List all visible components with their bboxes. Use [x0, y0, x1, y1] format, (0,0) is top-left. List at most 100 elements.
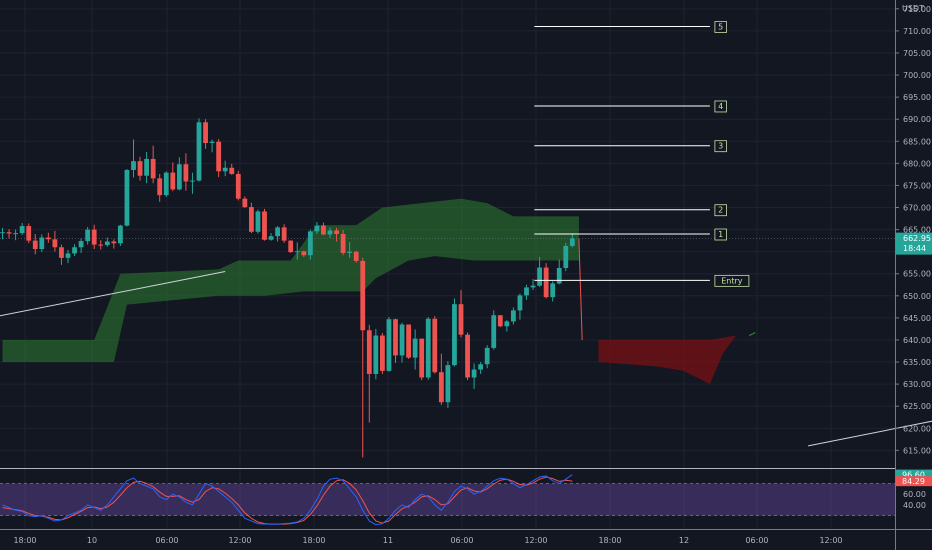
candle[interactable]	[59, 244, 64, 265]
candle[interactable]	[399, 322, 405, 363]
candle[interactable]	[360, 257, 366, 458]
candle[interactable]	[163, 171, 169, 197]
candle[interactable]	[393, 318, 398, 363]
candle[interactable]	[478, 362, 484, 374]
target-5[interactable]: 5	[534, 21, 727, 33]
target-1[interactable]: 1	[534, 228, 727, 241]
candle[interactable]	[484, 345, 490, 369]
candle[interactable]	[504, 320, 510, 332]
candle[interactable]	[334, 227, 339, 242]
candle[interactable]	[78, 238, 84, 253]
candle[interactable]	[45, 232, 51, 243]
candle[interactable]	[262, 208, 267, 241]
trendline[interactable]	[0, 271, 226, 318]
candle[interactable]	[157, 173, 163, 202]
candle[interactable]	[458, 290, 464, 338]
candle[interactable]	[26, 223, 32, 244]
candle[interactable]	[380, 332, 385, 374]
target-3[interactable]: 3	[534, 140, 727, 153]
candle[interactable]	[150, 145, 156, 184]
candle[interactable]	[347, 241, 353, 258]
candle[interactable]	[209, 139, 215, 153]
candle[interactable]	[13, 229, 18, 241]
candle[interactable]	[222, 160, 228, 177]
candle[interactable]	[314, 222, 320, 234]
candle[interactable]	[301, 250, 307, 257]
candle[interactable]	[196, 118, 202, 182]
candle[interactable]	[419, 338, 425, 381]
candle[interactable]	[249, 202, 254, 234]
target-lines[interactable]: Entry 1 2 3 4 5	[534, 21, 750, 287]
target-2[interactable]: 2	[534, 204, 727, 217]
last-price-badge[interactable]	[896, 232, 932, 255]
candle[interactable]	[72, 244, 77, 257]
candle[interactable]	[65, 249, 71, 264]
target-4[interactable]: 4	[534, 100, 727, 113]
candle[interactable]	[307, 229, 313, 260]
candle[interactable]	[104, 237, 110, 247]
candle[interactable]	[242, 196, 248, 208]
candle[interactable]	[176, 157, 182, 191]
candle[interactable]	[321, 222, 326, 236]
candle[interactable]	[275, 226, 280, 242]
candle[interactable]	[327, 227, 333, 238]
time-axis[interactable]: 18:00 10 06:00 12:00 18:00 11 06:00 12:00 18:00 1…	[13, 536, 842, 545]
candle[interactable]	[465, 332, 470, 381]
candle[interactable]	[91, 224, 97, 250]
candle[interactable]	[537, 256, 542, 287]
candles[interactable]	[0, 118, 583, 458]
candle[interactable]	[0, 227, 5, 240]
candle[interactable]	[511, 307, 516, 325]
candle[interactable]	[19, 222, 25, 235]
candle[interactable]	[445, 361, 451, 408]
candle[interactable]	[569, 233, 575, 248]
candle[interactable]	[281, 224, 287, 243]
candle[interactable]	[32, 234, 38, 255]
candle[interactable]	[170, 162, 176, 192]
candle[interactable]	[550, 281, 556, 302]
candle[interactable]	[438, 353, 444, 405]
candle[interactable]	[563, 242, 569, 272]
candle[interactable]	[229, 163, 235, 175]
candle[interactable]	[183, 153, 189, 191]
candle[interactable]	[353, 250, 359, 263]
main-pane[interactable]: Entry 1 2 3 4 5	[0, 21, 932, 458]
candle[interactable]	[98, 240, 104, 250]
candle[interactable]	[39, 234, 45, 253]
candle[interactable]	[452, 298, 457, 367]
candle[interactable]	[406, 324, 411, 359]
candle[interactable]	[118, 224, 123, 246]
candle[interactable]	[432, 316, 438, 374]
candle[interactable]	[190, 172, 195, 194]
candle[interactable]	[373, 328, 379, 380]
candle[interactable]	[425, 317, 431, 380]
candle[interactable]	[137, 156, 143, 181]
candle[interactable]	[386, 317, 392, 372]
candle[interactable]	[111, 239, 117, 249]
candle[interactable]	[412, 329, 418, 370]
candle[interactable]	[131, 139, 136, 178]
candle[interactable]	[340, 230, 346, 256]
candle[interactable]	[497, 315, 503, 328]
candle[interactable]	[517, 293, 523, 320]
candle[interactable]	[491, 310, 497, 350]
candle[interactable]	[471, 363, 477, 389]
candle[interactable]	[124, 169, 130, 227]
candle[interactable]	[216, 139, 222, 178]
candle[interactable]	[524, 284, 529, 300]
candle[interactable]	[255, 209, 261, 234]
candle[interactable]	[203, 119, 208, 149]
target-entry[interactable]: Entry	[534, 274, 750, 287]
candle[interactable]	[294, 242, 300, 260]
candle[interactable]	[366, 324, 372, 423]
candle[interactable]	[530, 279, 536, 291]
candle[interactable]	[52, 230, 58, 252]
candle[interactable]	[288, 240, 294, 253]
candle[interactable]	[85, 226, 91, 245]
candle[interactable]	[235, 170, 241, 201]
candle[interactable]	[6, 229, 12, 239]
candle[interactable]	[268, 233, 274, 241]
